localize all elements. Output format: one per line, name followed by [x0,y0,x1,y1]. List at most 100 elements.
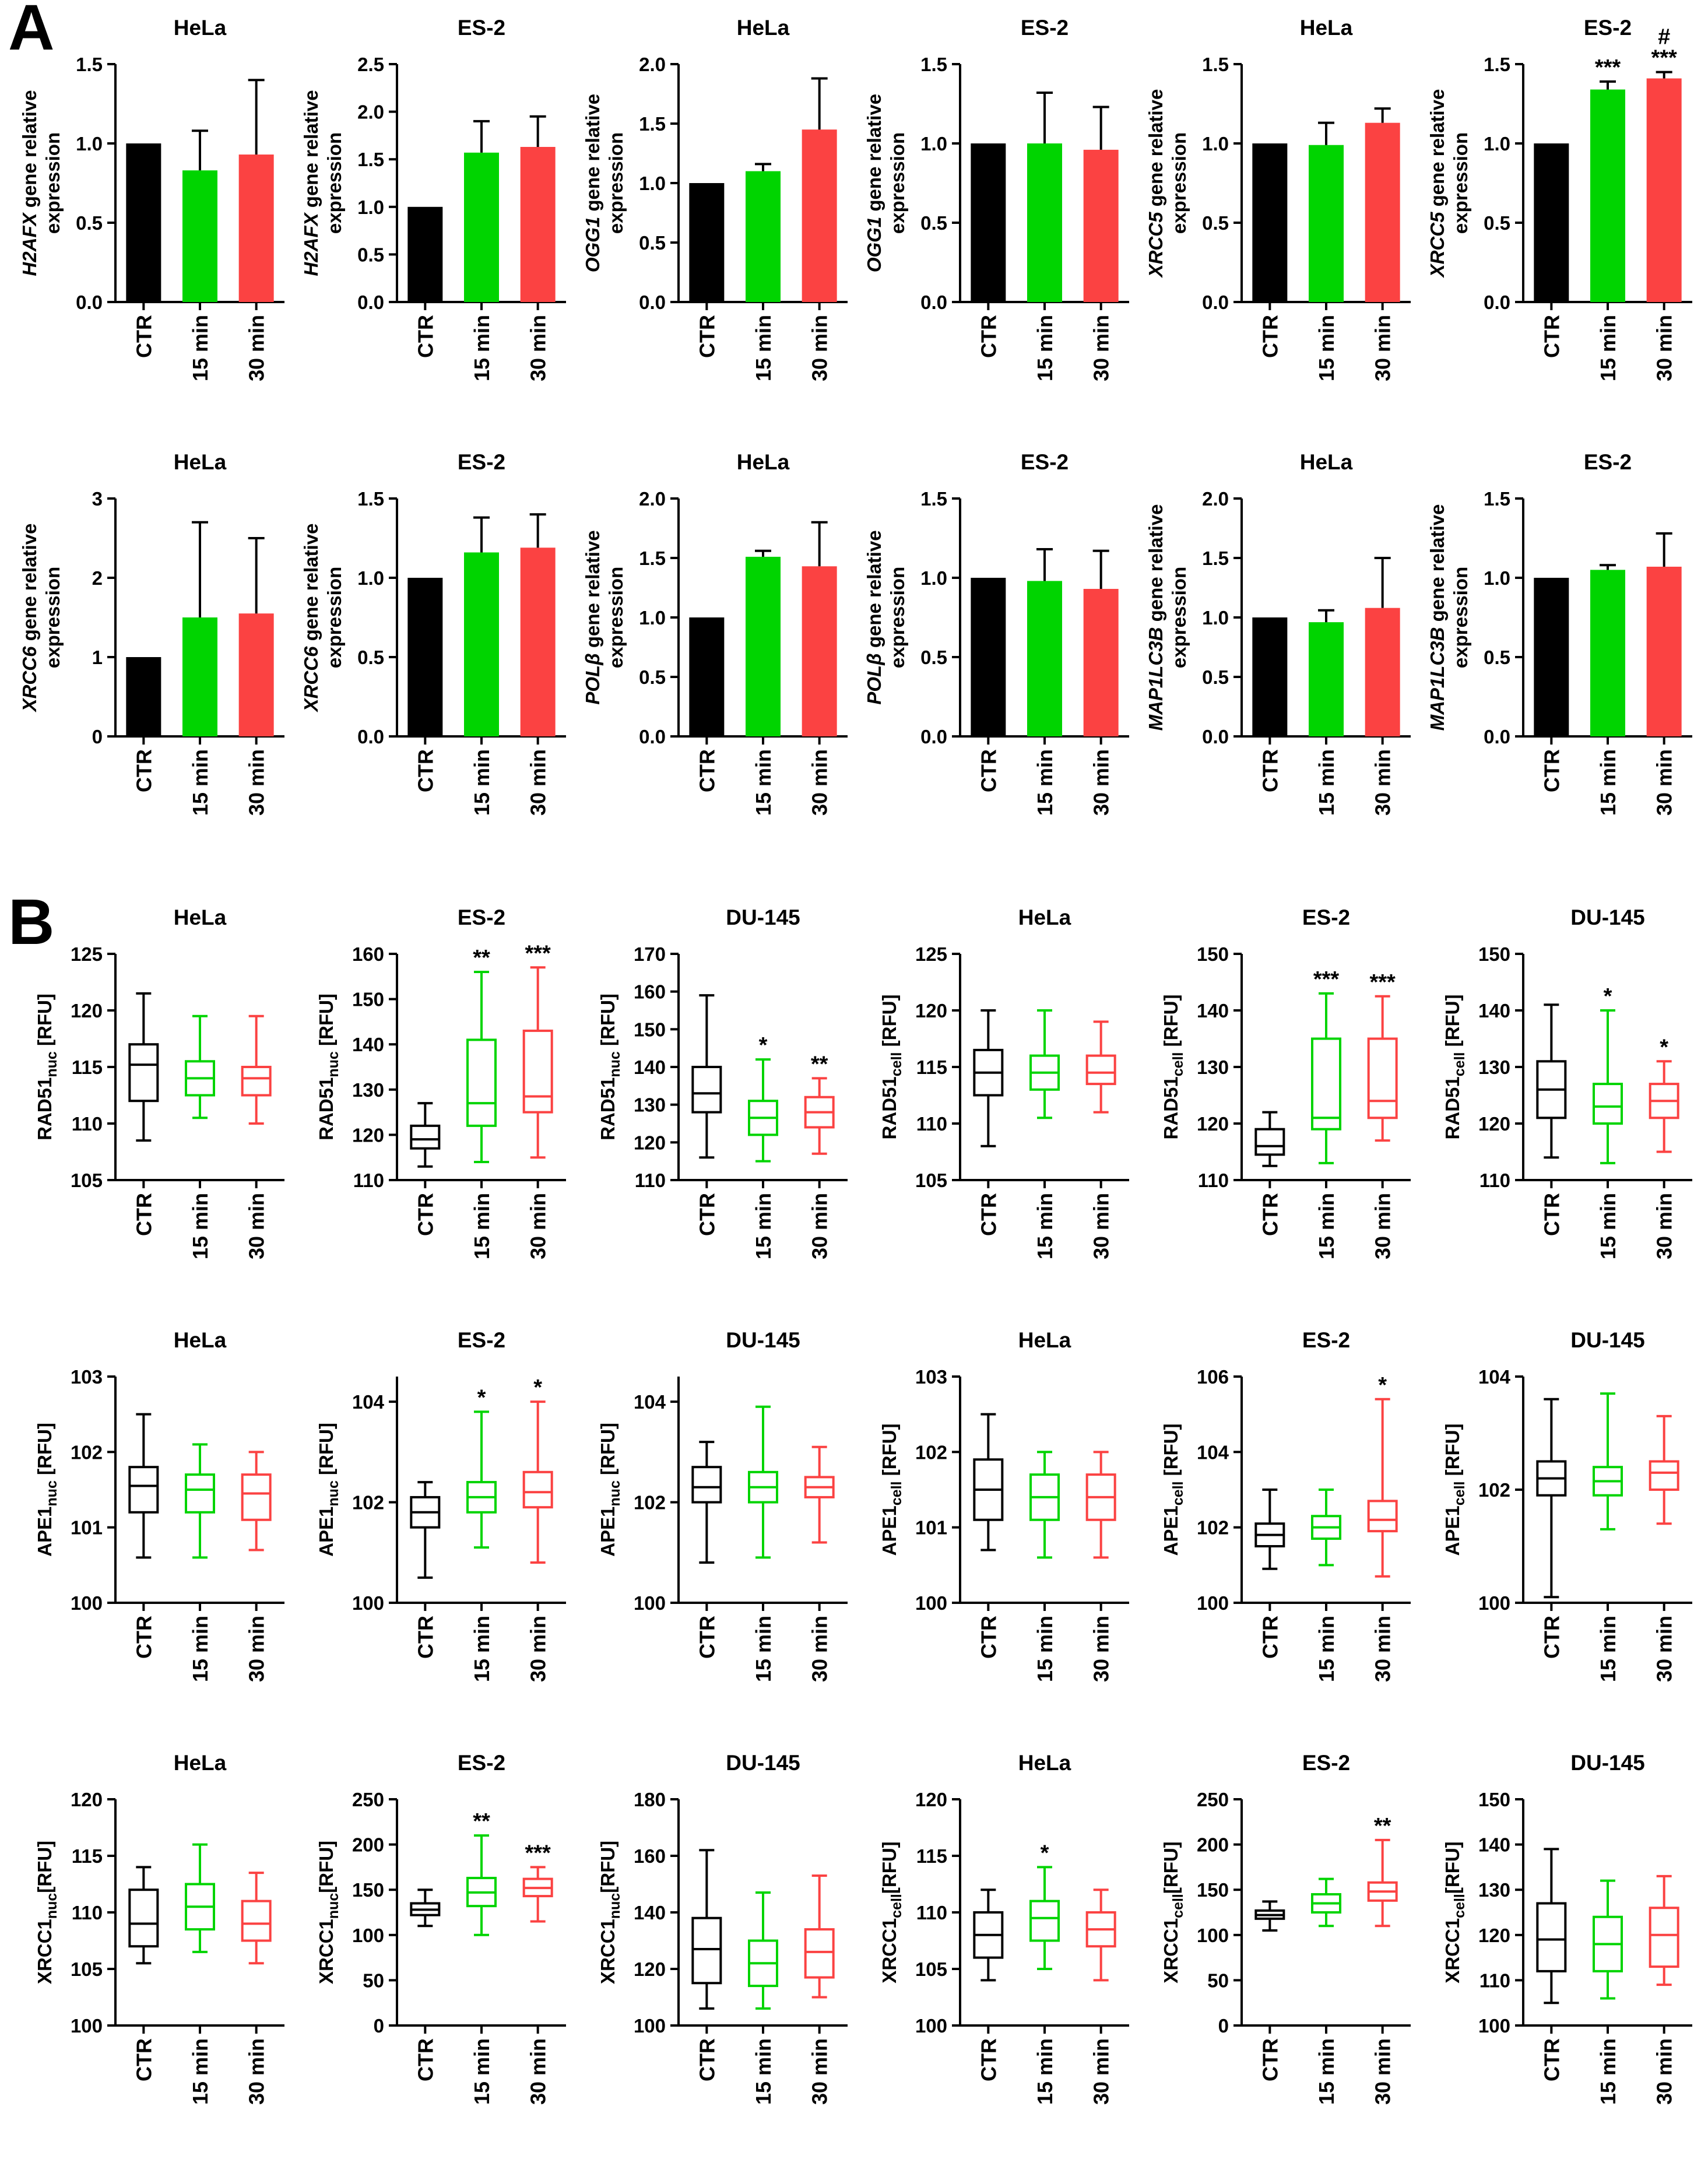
significance-marker: ** [810,1052,828,1076]
chart-a2-h2afx-es2: ES-2 H2AFX gene relative expression 0.0 0.5 1… [298,10,578,445]
category-label: CTR [1540,1616,1563,1659]
bar-CTR [1252,143,1287,302]
y-tick-label: 110 [71,1113,102,1135]
chart-title: DU-145 [1570,1751,1645,1775]
chart-a9-polb-hela: HeLa POLβ gene relative expression 0.0 0.5 1.… [579,445,859,879]
chart-canvas-a9-polb-hela: HeLa POLβ gene relative expression 0.0 0.5 1.… [582,450,848,816]
y-tick-label: 0.5 [639,666,666,688]
y-tick-label: 130 [1196,1056,1228,1078]
category-label: 30 min [1089,749,1113,816]
y-tick-label: 1.5 [639,113,666,135]
y-tick-label: 0.5 [920,212,947,234]
chart-canvas-b9-ape1nuc-du145: DU-145 APE1nuc [RFU] 100 102 104 CTR 15 min 30 … [597,1328,848,1682]
category-label: 30 min [526,2038,550,2105]
y-tick-label: 100 [1478,1592,1510,1614]
y-tick-label: 102 [915,1441,947,1463]
bar-CTR [1533,578,1569,736]
category-label: 15 min [1033,1616,1057,1682]
category-label: 30 min [1370,749,1394,816]
y-tick-label: 150 [1478,943,1510,965]
chart-canvas-a4-ogg1-es2: ES-2 OGG1 gene relative expression 0.0 0.5 1.… [863,16,1129,381]
y-tick-label: 100 [633,2015,665,2037]
y-axis-label: expression [1450,567,1471,668]
chart-title: DU-145 [1570,1328,1645,1352]
category-label: 15 min [188,1616,212,1682]
chart-title: HeLa [736,16,789,40]
category-label: CTR [695,1193,719,1236]
y-axis-label: XRCC1cell[RFU] [878,1841,905,1983]
y-tick-label: 150 [1196,943,1228,965]
category-label: CTR [132,2038,156,2081]
chart-b3-rad51nuc-du145: DU-145 RAD51nuc [RFU] 110 120 130 140 150 160 17… [579,900,859,1323]
significance-marker: * [1603,984,1612,1009]
chart-canvas-a5-xrcc5-hela: HeLa XRCC5 gene relative expression 0.0 0.5 1… [1145,16,1411,381]
y-tick-label: 3 [92,488,102,510]
y-tick-label: 125 [915,943,947,965]
category-label: CTR [132,315,156,358]
category-label: 30 min [1370,315,1394,381]
y-tick-label: 1.5 [1484,488,1510,510]
chart-title: ES-2 [1302,905,1349,929]
box-30 min [1367,1500,1398,1533]
y-axis-label: expression [42,132,64,234]
box-30 min [522,1470,553,1509]
category-label: 30 min [807,1193,831,1259]
chart-canvas-a10-polb-es2: ES-2 POLβ gene relative expression 0.0 0.5 1.… [863,450,1129,816]
chart-title: ES-2 [457,450,505,474]
y-tick-label: 1.0 [920,133,947,155]
y-axis-label: RAD51nuc [RFU] [597,994,623,1140]
category-label: CTR [1258,2038,1282,2081]
panel-b: B HeLa RAD51nuc [RFU] 105 110 115 120 125 CTR 15… [0,886,1708,2168]
y-tick-label: 120 [1478,1113,1510,1135]
box-30 min [1649,1907,1679,1968]
category-label: CTR [413,2038,437,2081]
category-label: 30 min [1089,1616,1113,1682]
category-label: CTR [132,1193,156,1236]
y-tick-label: 0.5 [76,212,103,234]
y-tick-label: 101 [915,1517,947,1539]
y-axis-label: RAD51cell [RFU] [878,995,905,1140]
chart-a5-xrcc5-hela: HeLa XRCC5 gene relative expression 0.0 0.5 1… [1143,10,1422,445]
box-30 min [241,1473,272,1521]
category-label: CTR [1540,2038,1563,2081]
category-label: CTR [695,315,719,358]
y-tick-label: 1.5 [357,149,384,170]
chart-canvas-b3-rad51nuc-du145: DU-145 RAD51nuc [RFU] 110 120 130 140 150 160 17… [597,905,848,1259]
category-label: 15 min [470,2038,494,2105]
bar-15 min [1027,581,1062,736]
y-tick-label: 1.5 [1202,547,1229,569]
category-label: CTR [976,315,1000,358]
box-30 min [241,1066,272,1097]
significance-marker: ** [473,1809,490,1834]
y-tick-label: 2.0 [357,101,384,123]
category-label: 30 min [1652,749,1676,816]
chart-canvas-a6-xrcc5-es2: ES-2 XRCC5 gene relative expression 0.0 0.5 1… [1426,16,1692,381]
y-tick-label: 110 [71,1902,102,1923]
y-tick-label: 140 [1478,1834,1510,1856]
chart-canvas-a11-map1lc3b-hela: HeLa MAP1LC3B gene relative expression 0.0 0… [1145,450,1411,816]
y-axis-label: expression [887,567,908,668]
bar-15 min [182,617,217,736]
chart-a6-xrcc5-es2: ES-2 XRCC5 gene relative expression 0.0 0.5 1… [1424,10,1704,445]
chart-b12-ape1cell-du145: DU-145 APE1cell [RFU] 100 102 104 CTR 15 min 30… [1424,1323,1704,1746]
y-tick-label: 115 [916,1845,947,1867]
significance-marker: *** [1651,46,1677,71]
chart-canvas-b17-xrcc1cell-es2: ES-2 XRCC1cell[RFU] 0 50 100 150 200 250 CTR 15 m… [1160,1751,1411,2105]
category-label: 15 min [188,749,212,816]
category-label: 30 min [244,1193,268,1259]
y-tick-label: 50 [1207,1970,1229,1991]
y-axis-label: expression [887,132,908,234]
y-tick-label: 110 [1479,1970,1510,1991]
y-tick-label: 1.0 [639,173,666,194]
y-tick-label: 0.5 [639,232,666,254]
chart-title: DU-145 [726,1751,800,1775]
y-tick-label: 0.0 [357,292,384,313]
y-axis-label: expression [42,567,64,668]
panel-a-label: A [8,0,55,64]
category-label: 15 min [1596,749,1620,816]
chart-b2-rad51nuc-es2: ES-2 RAD51nuc [RFU] 110 120 130 140 150 160 CTR 1… [298,900,578,1323]
category-label: CTR [695,749,719,792]
box-15 min [466,1038,497,1127]
y-tick-label: 200 [352,1834,384,1856]
y-tick-label: 1.5 [357,488,384,510]
